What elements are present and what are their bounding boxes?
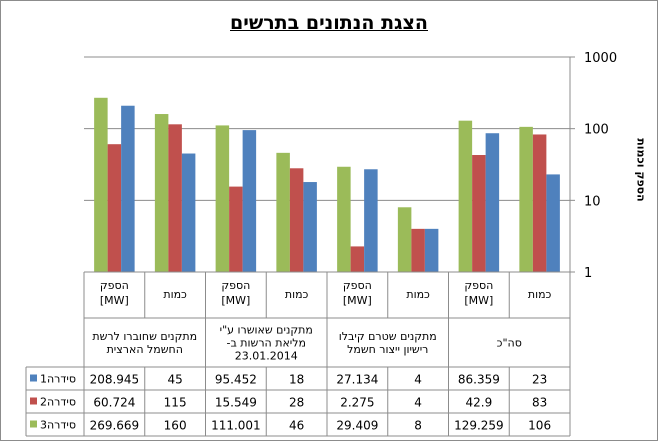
bar-סידרה1-6 — [485, 133, 500, 272]
data-label: 60.724 — [93, 396, 135, 410]
data-label: 29.409 — [336, 419, 378, 433]
category-label: כמות — [528, 288, 552, 301]
group-label: החשמל הארצית — [107, 343, 183, 356]
category-label: [MW] — [343, 294, 372, 307]
data-label: 208.945 — [90, 373, 140, 387]
chart-title: הצגת הנתונים בתרשים — [230, 12, 428, 34]
category-label: כמות — [406, 288, 430, 301]
category-label: כמות — [163, 288, 187, 301]
bar-סידרה2-3 — [289, 168, 304, 272]
data-label: 160 — [164, 419, 187, 433]
data-label: 23 — [532, 373, 547, 387]
data-label: 4 — [414, 396, 422, 410]
group-label: מליאת הרשות ב- — [226, 337, 306, 350]
group-label: מתקנים שאושרו ע"י — [220, 324, 313, 337]
data-label: 42.9 — [466, 396, 493, 410]
bar-סידרה1-5 — [424, 228, 439, 272]
y-tick-label: 1 — [584, 266, 592, 281]
bar-סידרה2-1 — [168, 124, 182, 273]
bar-סידרה1-0 — [121, 105, 135, 272]
bar-סידרה3-6 — [458, 120, 473, 272]
y-tick-label: 10 — [584, 194, 601, 209]
bar-סידרה3-3 — [276, 152, 290, 272]
data-label: 269.669 — [90, 419, 140, 433]
bar-סידרה3-2 — [215, 125, 230, 272]
data-label: 15.549 — [215, 396, 257, 410]
category-label: הספק — [464, 279, 493, 292]
category-label: כמות — [285, 288, 309, 301]
data-label: 45 — [167, 373, 182, 387]
legend-key-סידרה2 — [30, 397, 37, 405]
data-label: 106 — [528, 419, 551, 433]
bar-סידרה3-7 — [519, 126, 533, 272]
category-label: [MW] — [221, 294, 250, 307]
data-label: 18 — [289, 373, 304, 387]
bar-סידרה3-0 — [94, 97, 108, 273]
category-label: הספק — [343, 279, 372, 292]
data-label: 95.452 — [215, 373, 257, 387]
group-label: רישיון ייצור חשמל — [347, 343, 428, 356]
category-label: [MW] — [464, 294, 493, 307]
data-label: 27.134 — [336, 373, 378, 387]
data-label: 8 — [414, 419, 422, 433]
bar-סידרה1-7 — [546, 174, 560, 272]
data-label: 129.259 — [454, 419, 504, 433]
group-label: סה"כ — [497, 337, 522, 350]
data-label: 28 — [289, 396, 304, 410]
group-label: מתקנים שחוברו לרשת — [92, 330, 197, 343]
legend-label: סידרה2 — [40, 396, 76, 409]
category-label: [MW] — [100, 294, 129, 307]
bar-סידרה3-5 — [397, 207, 412, 272]
bar-סידרה1-1 — [181, 153, 196, 272]
bar-סידרה2-4 — [350, 246, 365, 272]
data-label: 2.275 — [340, 396, 374, 410]
group-label: מתקנים שטרם קיבלו — [339, 330, 437, 343]
bar-סידרה3-1 — [154, 114, 169, 272]
bar-סידרה2-5 — [411, 228, 425, 272]
y-tick-label: 1000 — [584, 51, 617, 66]
legend-key-סידרה3 — [30, 420, 37, 428]
bar-סידרה2-7 — [532, 134, 547, 272]
bar-סידרה1-4 — [364, 169, 378, 272]
data-label: 111.001 — [211, 419, 261, 433]
legend-label: סידרה1 — [40, 373, 76, 386]
legend-key-סידרה1 — [30, 374, 37, 382]
data-label: 115 — [164, 396, 187, 410]
category-label: הספק — [221, 279, 250, 292]
data-label: 46 — [289, 419, 304, 433]
bar-סידרה3-4 — [337, 166, 351, 272]
data-label: 86.359 — [458, 373, 500, 387]
y-tick-label: 100 — [584, 123, 609, 138]
bar-סידרה2-6 — [472, 155, 486, 272]
bar-סידרה2-0 — [107, 144, 122, 272]
legend-label: סידרה3 — [40, 419, 76, 432]
bar-סידרה1-3 — [303, 182, 317, 272]
bar-סידרה1-2 — [242, 130, 257, 272]
group-label: 23.01.2014 — [235, 350, 298, 363]
category-label: הספק — [100, 279, 129, 292]
bar-סידרה2-2 — [229, 186, 243, 272]
data-label: 4 — [414, 373, 422, 387]
data-label: 83 — [532, 396, 547, 410]
